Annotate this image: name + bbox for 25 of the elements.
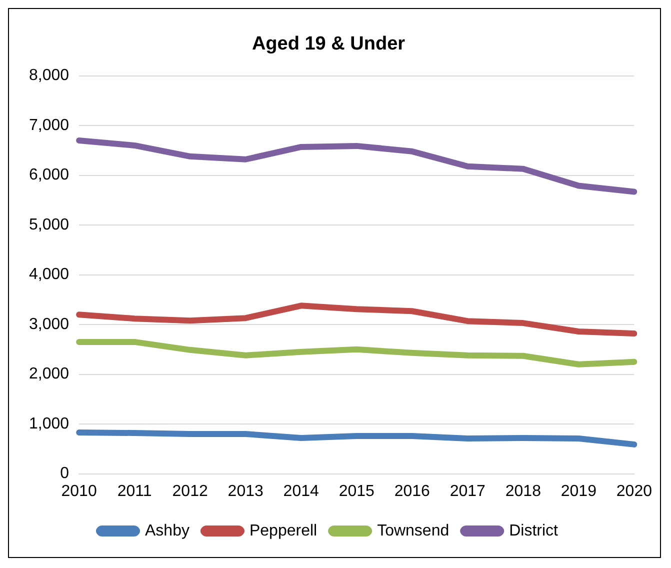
- chart-title: Aged 19 & Under: [252, 34, 406, 55]
- x-tick-label: 2014: [283, 482, 320, 500]
- y-tick-label: 2,000: [28, 366, 70, 383]
- y-tick-label: 6,000: [28, 166, 70, 184]
- x-tick-label: 2017: [450, 482, 486, 500]
- x-tick-label: 2016: [394, 482, 430, 500]
- y-tick-label: 0: [60, 465, 70, 482]
- y-tick-label: 5,000: [28, 216, 70, 234]
- x-tick-label: 2011: [117, 482, 152, 500]
- x-tick-label: 2010: [61, 482, 97, 500]
- x-tick-label: 2012: [172, 482, 208, 500]
- legend-label: District: [509, 522, 559, 540]
- x-tick-label: 2019: [560, 482, 597, 500]
- legend-label: Pepperell: [249, 522, 318, 540]
- x-tick-label: 2015: [338, 482, 375, 500]
- x-tick-label: 2018: [505, 482, 542, 500]
- y-tick-label: 8,000: [28, 67, 70, 84]
- y-tick-label: 3,000: [28, 316, 70, 333]
- legend-label: Townsend: [377, 522, 450, 540]
- x-tick-label: 2020: [616, 482, 652, 500]
- legend-label: Ashby: [145, 522, 190, 540]
- y-tick-label: 4,000: [28, 266, 70, 284]
- x-tick-label: 2013: [228, 482, 264, 500]
- y-tick-label: 1,000: [28, 415, 70, 432]
- y-tick-label: 7,000: [28, 116, 70, 134]
